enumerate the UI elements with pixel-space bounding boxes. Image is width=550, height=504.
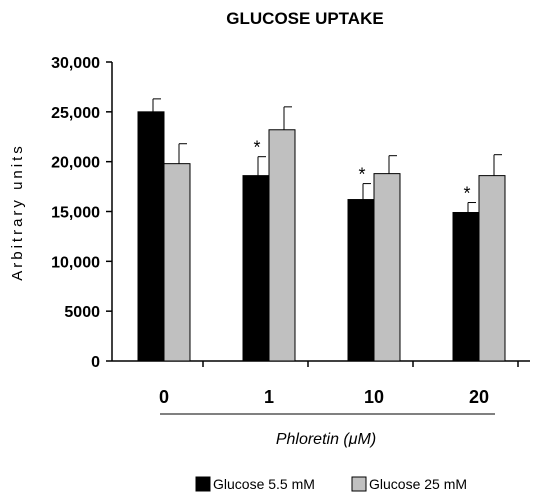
significance-asterisk: * xyxy=(463,184,470,204)
bar-glucose-25mm-1 xyxy=(268,129,296,362)
y-tick-label: 25,000 xyxy=(51,105,100,122)
bar-glucose-25mm-10 xyxy=(373,173,401,362)
y-tick-label: 5000 xyxy=(64,304,100,321)
y-tick-label: 15,000 xyxy=(51,205,100,222)
y-tick-label: 0 xyxy=(91,354,100,371)
bar-glucose-5-5mm-1 xyxy=(242,175,270,362)
significance-asterisk: * xyxy=(358,165,365,185)
x-axis-label: Phloretin (μM) xyxy=(276,431,376,448)
bar-glucose-25mm-0 xyxy=(163,163,191,362)
y-tick-label: 30,000 xyxy=(51,55,100,72)
y-tick-label: 20,000 xyxy=(51,155,100,172)
bar-glucose-5-5mm-20 xyxy=(452,211,480,362)
x-tick-label: 20 xyxy=(469,387,489,407)
x-tick-label: 1 xyxy=(264,387,274,407)
bar-glucose-25mm-20 xyxy=(478,175,506,362)
bar-glucose-5-5mm-10 xyxy=(347,199,375,362)
legend-label: Glucose 5.5 mM xyxy=(213,476,315,492)
legend-swatch xyxy=(351,476,367,492)
bar-glucose-5-5mm-0 xyxy=(137,111,165,362)
legend-label: Glucose 25 mM xyxy=(369,476,467,492)
legend: Glucose 5.5 mM Glucose 25 mM xyxy=(195,476,467,492)
legend-swatch xyxy=(195,476,211,492)
x-tick-label: 0 xyxy=(159,387,169,407)
chart-title: GLUCOSE UPTAKE xyxy=(226,9,383,28)
x-tick-label: 10 xyxy=(364,387,384,407)
y-axis-label: Arbitrary units xyxy=(9,143,26,281)
significance-asterisk: * xyxy=(253,138,260,158)
plot-area: 0 5000 10,000 15,000 20,000 25,000 30,000 * * * 0 1… xyxy=(51,55,530,415)
y-tick-label: 10,000 xyxy=(51,254,100,271)
